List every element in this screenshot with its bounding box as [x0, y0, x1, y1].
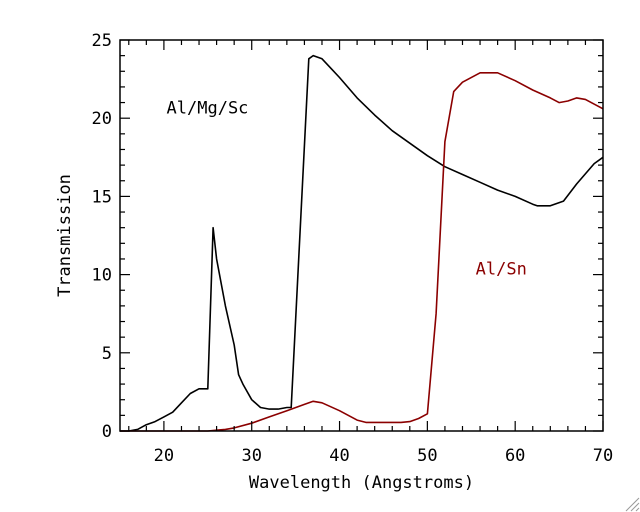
annotations: Al/Mg/Sc Al/Sn	[167, 99, 527, 280]
series-line-1	[120, 54, 604, 432]
x-axis-label: Wavelength (Angstroms)	[249, 473, 474, 493]
y-tick-label: 15	[92, 187, 112, 207]
series-label-1: Al/Mg/Sc	[167, 99, 249, 119]
resize-grip-icon	[625, 497, 640, 512]
y-tick-label: 0	[102, 422, 112, 442]
series-label-2: Al/Sn	[476, 260, 527, 280]
y-axis-label: Transmission	[55, 174, 75, 297]
plot-frame	[119, 39, 604, 432]
y-tick-label: 20	[92, 109, 112, 129]
x-tick-label: 60	[505, 446, 525, 466]
x-tick-label: 50	[417, 446, 437, 466]
y-tick-label: 5	[102, 344, 112, 364]
plot-lines	[120, 54, 604, 432]
y-tick-label: 10	[92, 266, 112, 286]
axis-ticks	[120, 39, 604, 432]
x-tick-label: 30	[241, 446, 261, 466]
series-line-2	[120, 72, 604, 432]
x-tick-label: 40	[329, 446, 349, 466]
y-tick-label: 25	[92, 31, 112, 51]
x-tick-label: 20	[154, 446, 174, 466]
x-tick-label: 70	[593, 446, 613, 466]
tick-labels: 20 30 40 50 60 70 0 5 10 15 20 25	[92, 31, 614, 466]
